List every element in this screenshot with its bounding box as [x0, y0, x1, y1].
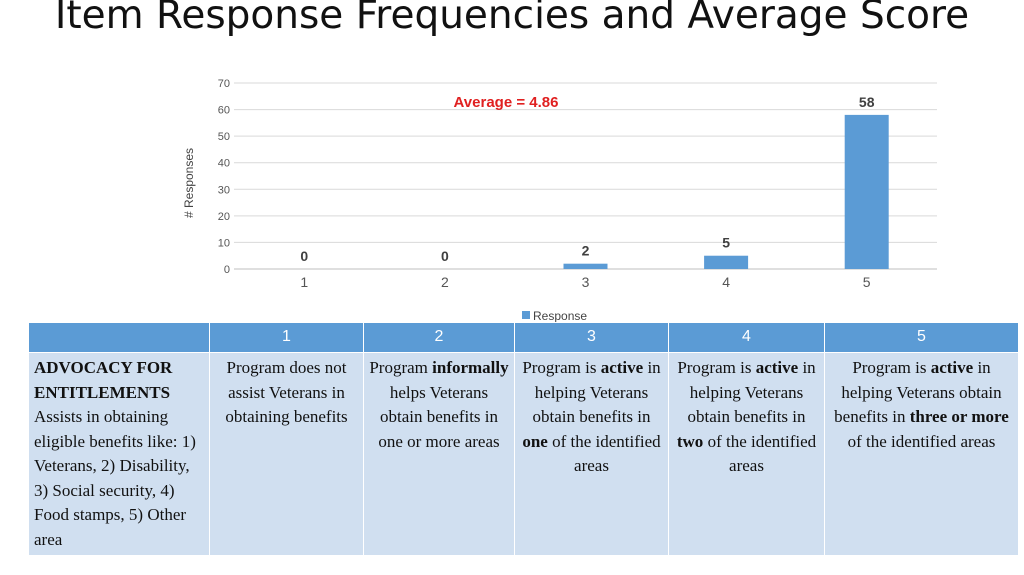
data-label: 0	[441, 248, 449, 264]
cell-bold-text: three or more	[909, 407, 1009, 426]
bar	[844, 114, 889, 269]
y-tick-label: 40	[218, 158, 230, 170]
page-title: Item Response Frequencies and Average Sc…	[54, 0, 970, 38]
cell-text: Program is	[522, 358, 601, 377]
y-tick-label: 50	[218, 131, 230, 143]
y-tick-label: 70	[218, 78, 230, 90]
x-axis-ticks: 1 2 3 4 5	[300, 274, 870, 290]
cell-bold-text: active	[755, 358, 799, 377]
table-header-row: 1 2 3 4 5	[28, 322, 1019, 353]
chart-bars: 0 0 2 5 58	[300, 94, 889, 269]
y-axis-ticks: 0 10 20 30 40 50 60 70	[218, 78, 230, 276]
table-cell-4: Program is active in helping Veterans ob…	[668, 352, 825, 556]
response-bar-chart: 0 10 20 30 40 50 60 70 0 0 2 5 58 1 2 3 4 5 # Responses…	[182, 78, 937, 323]
y-tick-label: 60	[218, 105, 230, 117]
cell-bold-text: informally	[432, 358, 509, 377]
table-header-cell: 3	[514, 322, 669, 353]
rubric-table: 1 2 3 4 5 ADVOCACY FOR ENTITLEMENTS Assis…	[28, 322, 1019, 556]
cell-text: of the identified areas	[847, 431, 996, 451]
data-label: 2	[582, 243, 590, 259]
x-tick-label: 3	[582, 274, 590, 290]
cell-bold-text: active	[930, 358, 974, 377]
cell-text: in helping Veterans obtain benefits in	[532, 358, 661, 426]
table-header-cell: 5	[824, 322, 1019, 353]
table-cell-1: Program does not assist Veterans in obta…	[209, 352, 364, 556]
y-tick-label: 30	[218, 184, 230, 196]
data-label: 58	[859, 94, 875, 110]
bar	[563, 263, 608, 269]
y-tick-label: 10	[218, 237, 230, 249]
legend-swatch	[522, 311, 530, 319]
y-tick-label: 20	[218, 211, 230, 223]
bar	[704, 255, 749, 269]
chart-gridlines	[234, 82, 937, 270]
table-header-cell	[28, 322, 210, 353]
data-label: 5	[722, 235, 730, 251]
data-label: 0	[300, 248, 308, 264]
cell-text: in helping Veterans obtain benefits in	[834, 358, 1002, 426]
cell-text: Program is	[852, 358, 931, 377]
table-row: ADVOCACY FOR ENTITLEMENTS Assists in obta…	[28, 352, 1019, 556]
cell-text: Program does not assist Veterans in obta…	[225, 358, 348, 426]
table-cell-3: Program is active in helping Veterans ob…	[514, 352, 669, 556]
cell-bold-text: two	[676, 431, 704, 451]
x-tick-label: 5	[863, 274, 871, 290]
legend-label: Response	[533, 309, 587, 323]
table-cell-2: Program informally helps Veterans obtain…	[363, 352, 515, 556]
row-heading-cell: ADVOCACY FOR ENTITLEMENTS Assists in obta…	[28, 352, 210, 556]
y-tick-label: 0	[224, 264, 230, 276]
x-tick-label: 1	[300, 274, 308, 290]
table-header-cell: 4	[668, 322, 825, 353]
cell-text: in helping Veterans obtain benefits in	[687, 358, 816, 426]
cell-text: of the identified areas	[703, 431, 817, 476]
cell-text: helps Veterans obtain benefits in one or…	[378, 382, 500, 451]
x-tick-label: 4	[722, 274, 730, 290]
cell-text: Program is	[677, 358, 756, 377]
y-axis-label: # Responses	[182, 148, 196, 218]
row-heading: ADVOCACY FOR ENTITLEMENTS	[34, 358, 173, 402]
x-tick-label: 2	[441, 274, 449, 290]
table-header-cell: 2	[363, 322, 515, 353]
cell-bold-text: active	[600, 358, 644, 377]
table-header-cell: 1	[209, 322, 364, 353]
cell-text: Program	[369, 358, 433, 377]
chart-legend: Response	[522, 309, 587, 323]
table-cell-5: Program is active in helping Veterans ob…	[824, 352, 1019, 556]
average-annotation: Average = 4.86	[454, 94, 559, 111]
cell-bold-text: one	[522, 431, 548, 451]
cell-text: of the identified areas	[547, 431, 661, 476]
row-description: Assists in obtaining eligible benefits l…	[34, 407, 196, 549]
